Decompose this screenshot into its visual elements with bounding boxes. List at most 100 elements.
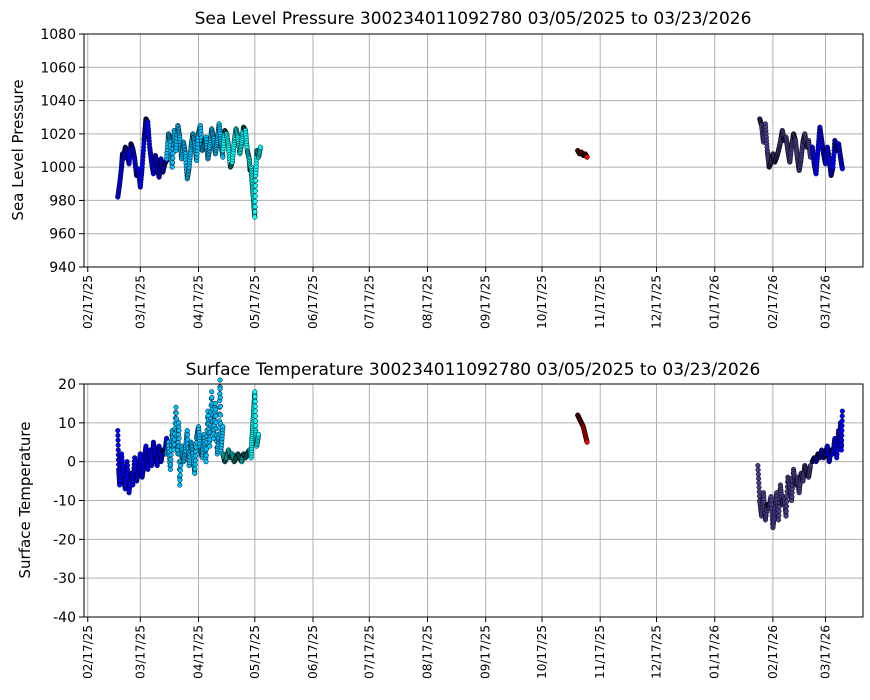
x-tick-label: 12/17/25 <box>650 625 664 679</box>
series-mar-2025 <box>115 116 170 200</box>
data-point <box>177 467 183 473</box>
data-points <box>115 377 845 531</box>
x-tick-label: 02/17/26 <box>766 625 780 679</box>
data-point <box>212 400 218 406</box>
data-point <box>839 432 845 439</box>
data-point <box>115 437 121 443</box>
y-tick-label: 980 <box>49 193 76 209</box>
y-tick-label: 20 <box>58 377 76 393</box>
data-point <box>170 155 176 161</box>
x-tick-label: 11/17/25 <box>593 625 607 679</box>
data-point <box>184 428 190 434</box>
x-tick-label: 08/17/25 <box>421 625 435 679</box>
data-point <box>173 416 179 422</box>
data-point <box>838 442 845 448</box>
x-tick-label: 08/17/25 <box>421 275 435 329</box>
data-point <box>839 166 845 172</box>
y-tick-label: 960 <box>49 227 76 243</box>
data-point <box>169 164 175 170</box>
data-point <box>252 389 258 395</box>
data-point <box>756 480 762 486</box>
y-tick-label: -30 <box>53 571 76 587</box>
data-point <box>756 489 762 495</box>
y-tick-label: -10 <box>53 494 76 510</box>
x-tick-label: 03/17/26 <box>818 275 832 329</box>
x-tick-label: 05/17/25 <box>248 625 262 679</box>
y-tick-label: -40 <box>53 610 76 626</box>
x-tick-label: 02/17/25 <box>81 275 95 329</box>
data-points <box>115 116 845 220</box>
data-point <box>253 178 259 184</box>
data-point <box>220 424 226 430</box>
surface-temperature-chart: Surface Temperature 300234011092780 03/0… <box>16 360 864 679</box>
x-tick-label: 05/17/25 <box>248 275 262 329</box>
y-axis-ticks: 940 960 980 1000 1020 1040 1060 1080 <box>40 27 84 276</box>
data-point <box>176 435 182 441</box>
data-point <box>252 408 258 414</box>
data-point <box>176 428 182 434</box>
data-point <box>192 466 198 472</box>
data-point <box>252 403 258 409</box>
y-tick-label: 0 <box>67 455 76 471</box>
y-tick-label: 1060 <box>40 60 76 76</box>
chart-title: Surface Temperature 300234011092780 03/0… <box>186 360 761 380</box>
data-point <box>209 389 215 395</box>
x-tick-label: 03/17/25 <box>133 625 147 679</box>
series-apr-2025 <box>164 121 226 182</box>
data-point <box>218 412 224 418</box>
series-mar-2026 <box>809 408 845 465</box>
data-point <box>252 214 258 220</box>
data-point <box>217 395 223 401</box>
grid-lines <box>84 33 863 268</box>
x-tick-label: 04/17/25 <box>192 275 206 329</box>
data-point <box>192 457 198 463</box>
data-point <box>783 503 790 509</box>
data-point <box>192 470 198 476</box>
data-point <box>217 403 223 409</box>
x-tick-label: 11/17/25 <box>593 275 607 329</box>
data-point <box>115 447 121 453</box>
x-tick-label: 07/17/25 <box>362 275 376 329</box>
plot-frame <box>83 33 864 268</box>
x-tick-label: 12/17/25 <box>650 275 664 329</box>
data-point <box>756 476 762 482</box>
data-point <box>839 428 845 434</box>
data-point <box>584 154 590 160</box>
data-point <box>776 513 782 519</box>
data-point <box>839 418 845 424</box>
data-point <box>252 198 258 205</box>
y-tick-label: 1020 <box>40 127 76 143</box>
data-point <box>784 498 790 505</box>
series-feb-2026 <box>757 116 813 174</box>
data-point <box>257 144 264 150</box>
data-point <box>776 508 782 514</box>
x-tick-label: 10/17/25 <box>535 625 549 679</box>
x-tick-label: 06/17/25 <box>306 625 320 679</box>
data-point <box>173 410 179 416</box>
grid-lines <box>84 383 863 618</box>
series-may-2025 <box>220 124 264 220</box>
data-point <box>178 463 184 469</box>
data-point <box>755 471 761 477</box>
x-tick-label: 06/17/25 <box>306 275 320 329</box>
y-axis-ticks: -40 -30 -20 -10 0 10 20 <box>53 377 84 626</box>
data-point <box>193 448 199 455</box>
series-mar-2026 <box>809 124 845 179</box>
data-point <box>177 482 183 488</box>
y-tick-label: -20 <box>53 532 76 548</box>
x-tick-label: 07/17/25 <box>362 625 376 679</box>
series-nov-2025 <box>575 412 590 445</box>
data-point <box>839 413 845 419</box>
x-tick-label: 02/17/26 <box>766 275 780 329</box>
x-tick-label: 09/17/25 <box>479 275 493 329</box>
data-point <box>755 463 761 469</box>
data-point <box>169 160 176 166</box>
data-point <box>184 432 191 438</box>
x-tick-label: 02/17/25 <box>81 625 95 679</box>
data-point <box>177 477 183 483</box>
data-point <box>256 431 262 438</box>
y-tick-label: 10 <box>58 416 76 432</box>
data-point <box>839 423 845 429</box>
data-point <box>167 466 173 472</box>
